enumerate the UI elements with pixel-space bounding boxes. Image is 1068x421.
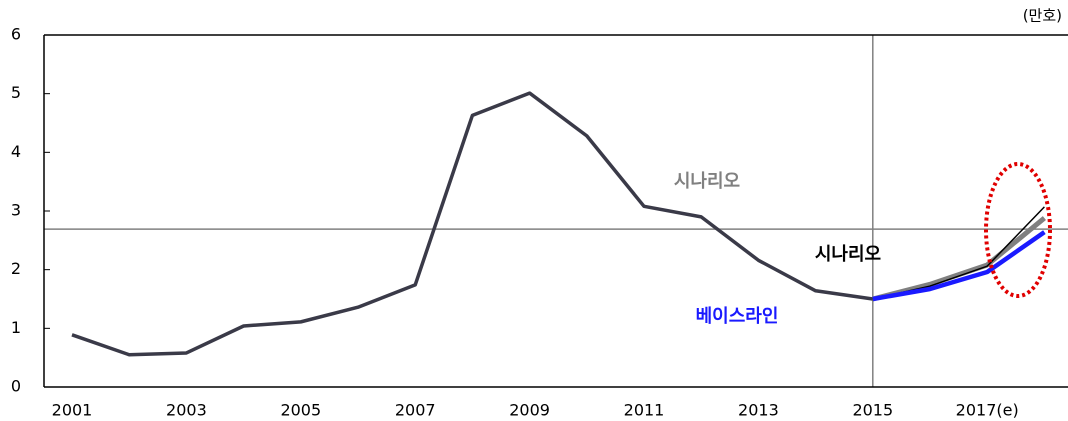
- x-tick-label: 2007: [395, 401, 436, 420]
- y-tick-label: 1: [11, 318, 21, 337]
- x-tick-label: 2009: [509, 401, 550, 420]
- x-tick-label: 2001: [52, 401, 93, 420]
- y-tick-label: 3: [11, 201, 21, 220]
- series-line: [872, 206, 1045, 300]
- series-label: 시나리오: [815, 244, 881, 265]
- y-tick-label: 6: [11, 25, 21, 44]
- y-tick-label: 4: [11, 142, 21, 161]
- highlight-ellipse: [984, 162, 1052, 298]
- x-tick-label: 2015: [852, 401, 893, 420]
- x-tick-label: 2005: [280, 401, 321, 420]
- series-label: 시나리오: [674, 171, 740, 192]
- x-tick-label: 2013: [738, 401, 779, 420]
- x-tick-label: 2003: [166, 401, 207, 420]
- series-line: [872, 230, 1046, 302]
- series-label: 베이스라인: [696, 306, 779, 327]
- series-line: [71, 91, 874, 357]
- x-tick-label: 2011: [624, 401, 665, 420]
- x-tick-label: 2017(e): [956, 401, 1019, 420]
- y-tick-label: 5: [11, 83, 21, 102]
- series-line: [872, 216, 1046, 302]
- y-tick-label: 2: [11, 259, 21, 278]
- unit-label: (만호): [1023, 7, 1062, 25]
- y-tick-label: 0: [11, 377, 21, 396]
